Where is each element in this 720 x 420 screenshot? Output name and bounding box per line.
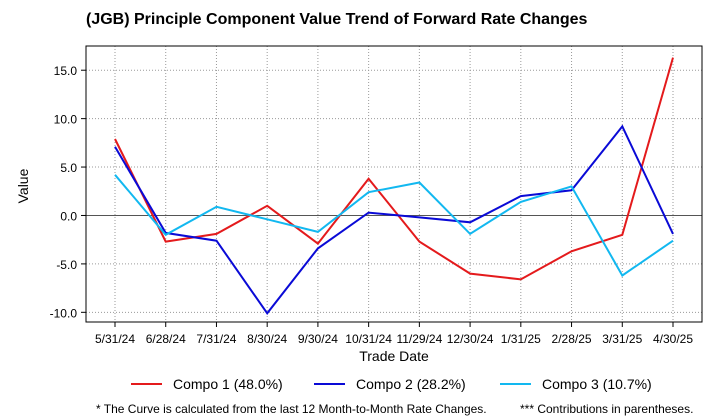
ticks-layer: 15.0 10.0 5.0 0.0 -5.0 -10.0 5/31/24 6/28/24 7/3… [50,64,694,346]
x-axis-label: Trade Date [359,348,429,364]
x-tick-label: 1/31/25 [501,332,541,346]
y-tick-label: -10.0 [50,306,78,320]
y-tick-label: 15.0 [54,64,78,78]
x-tick-label: 2/28/25 [552,332,592,346]
series-line-compo-3 [114,174,674,277]
axes-layer [81,45,703,327]
grid-layer [86,46,702,322]
x-tick-label: 12/30/24 [447,332,494,346]
series-layer [114,57,674,315]
y-tick-label: 5.0 [60,161,77,175]
footnote-right: *** Contributions in parentheses. [520,402,693,416]
chart-title: (JGB) Principle Component Value Trend of… [86,11,588,28]
footnote-left: * The Curve is calculated from the last … [96,402,487,416]
x-tick-label: 7/31/24 [196,332,236,346]
x-tick-label: 3/31/25 [602,332,642,346]
series-line-compo-2 [114,124,674,315]
x-tick-label: 5/31/24 [95,332,135,346]
x-tick-label: 10/31/24 [345,332,392,346]
legend-label-compo-1: Compo 1 (48.0%) [173,376,283,392]
series-line-compo-1 [114,57,674,281]
legend-label-compo-2: Compo 2 (28.2%) [356,376,466,392]
y-tick-label: 10.0 [54,113,78,127]
x-tick-label: 9/30/24 [298,332,338,346]
y-axis-label: Value [15,168,31,203]
legend: Compo 1 (48.0%) Compo 2 (28.2%) Compo 3 (1… [131,376,652,392]
plot-frame [85,45,703,323]
x-tick-label: 8/30/24 [247,332,287,346]
y-tick-label: 0.0 [60,209,77,223]
x-tick-label: 4/30/25 [653,332,693,346]
x-tick-label: 6/28/24 [146,332,186,346]
x-tick-label: 11/29/24 [396,332,442,346]
y-tick-label: -5.0 [56,258,77,272]
legend-label-compo-3: Compo 3 (10.7%) [542,376,652,392]
